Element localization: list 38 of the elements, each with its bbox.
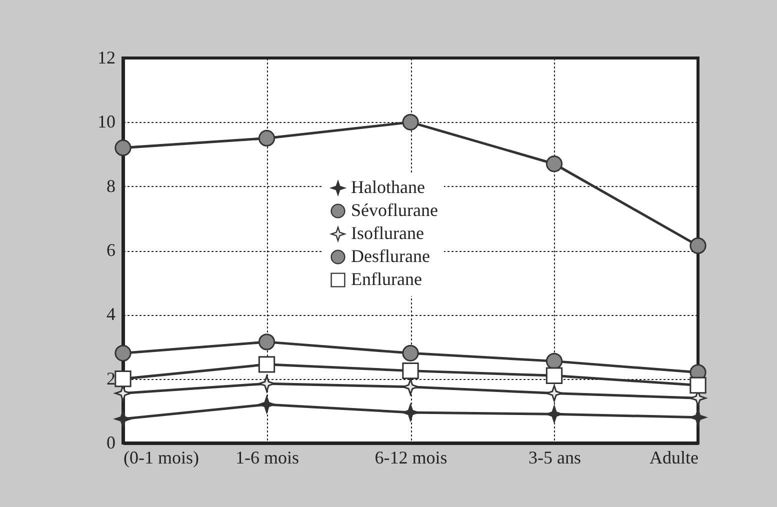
legend-label: Desflurane [351,246,430,266]
y-tick-label: 10 [98,112,116,132]
legend-label: Enflurane [351,269,422,289]
x-tick-label: 6-12 mois [374,448,448,468]
x-tick-label: 1-6 mois [235,448,300,468]
point [114,344,132,362]
point [546,406,563,422]
legend-label: Halothane [351,177,425,197]
point [114,410,132,428]
x-tick-label: (0-1 mois) [124,448,199,468]
point [114,140,132,156]
point [690,409,706,426]
point [402,404,419,421]
point [690,237,706,254]
legend-label: Isoflurane [351,223,424,243]
point [546,384,563,402]
point [258,396,276,413]
y-tick-label: 6 [106,240,116,260]
y-tick-label: 4 [106,304,116,324]
point [402,362,419,380]
point [546,156,563,172]
point [690,376,706,394]
point [258,130,276,147]
y-tick-label: 0 [106,432,116,452]
point [114,370,132,388]
x-tick-label: 3-5 ans [528,448,581,468]
point [546,367,563,384]
point [402,114,419,130]
point [258,375,276,392]
point [258,356,276,373]
point [402,378,419,396]
y-tick-label: 12 [98,48,116,68]
legend-label: Sévoflurane [351,200,438,220]
y-tick-label: 8 [106,176,116,196]
point [258,334,276,350]
y-tick-label: 2 [106,368,116,388]
x-tick-label: Adulte [650,448,698,468]
point [402,344,419,362]
